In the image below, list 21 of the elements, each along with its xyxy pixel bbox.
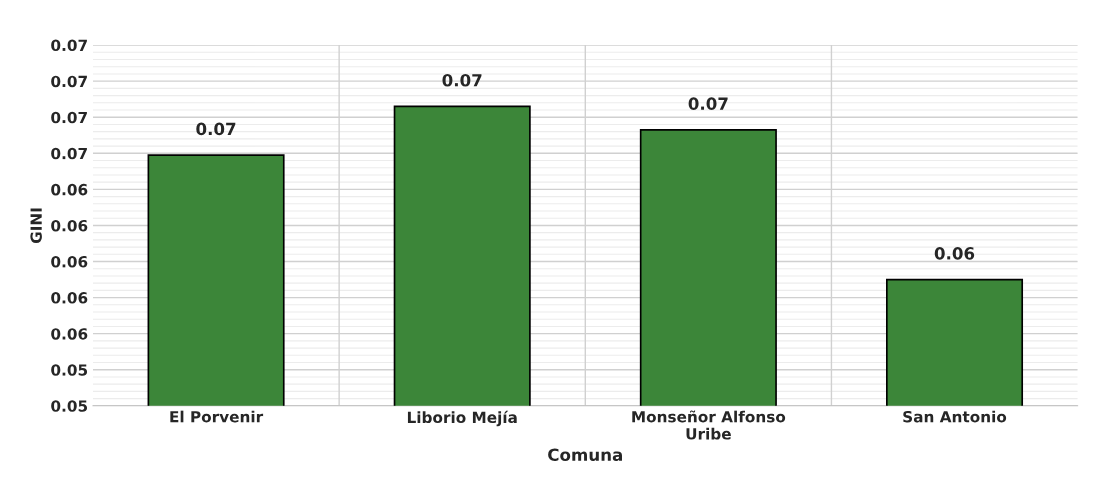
- x-tick-label: El Porvenir: [170, 410, 264, 423]
- y-tick-label: 0.06: [51, 292, 88, 304]
- y-tick-label: 0.07: [51, 111, 87, 124]
- data-label: 0.07: [688, 97, 728, 110]
- x-tick-label: Monseñor Alfonso Uribe: [632, 410, 786, 440]
- x-tick-label: Liborio Mejía: [407, 410, 517, 427]
- y-tick-label: 0.07: [51, 39, 87, 52]
- y-tick-label: 0.06: [51, 219, 88, 232]
- y-tick-label: 0.07: [51, 75, 87, 88]
- y-tick-label: 0.07: [51, 147, 87, 160]
- x-tick-label: San Antonio: [903, 410, 1007, 423]
- y-axis-title: GINI: [30, 208, 42, 244]
- data-label: 0.06: [934, 247, 975, 260]
- y-tick-label: 0.06: [51, 255, 88, 268]
- data-label: 0.07: [196, 122, 236, 136]
- y-tick-label: 0.06: [51, 328, 88, 340]
- y-tick-label: 0.06: [51, 183, 88, 196]
- x-axis-title: Comuna: [548, 448, 622, 462]
- y-tick-label: 0.05: [51, 364, 88, 376]
- y-tick-label: 0.05: [51, 400, 88, 412]
- data-label: 0.07: [442, 73, 482, 87]
